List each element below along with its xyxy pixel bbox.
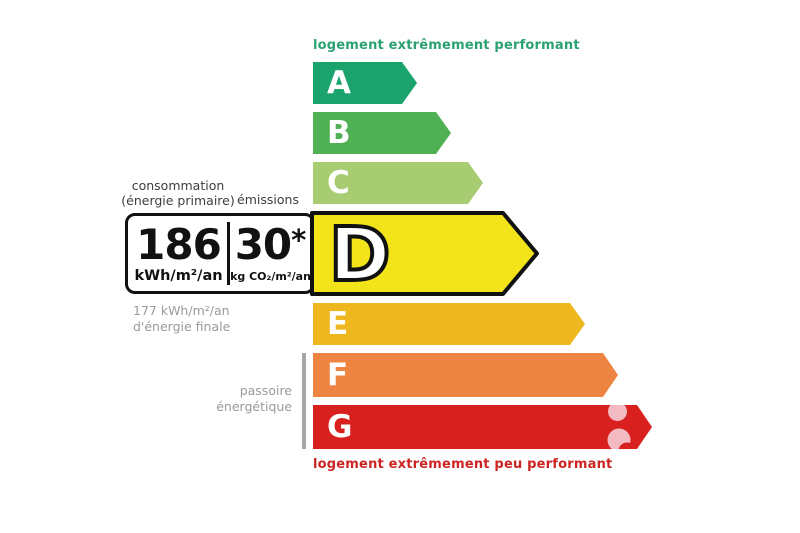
consumption-value-cell: 186 kWh/m²/an [128, 216, 229, 291]
emissions-unit: kg CO₂/m²/an [230, 270, 311, 283]
grade-letter: C [327, 164, 350, 201]
emissions-value-cell: 30* kg CO₂/m²/an [229, 216, 312, 291]
energy-sieve-bracket-line [302, 353, 306, 449]
consumption-label: consommation (énergie primaire) [121, 178, 235, 208]
grade-letter: E [327, 305, 349, 342]
grade-letter: G [327, 408, 353, 445]
emissions-label: émissions [237, 192, 299, 207]
grade-letter: B [327, 114, 351, 151]
energy-sieve-label: passoire énergétique [216, 383, 292, 414]
current-class-arrow-d [310, 211, 539, 296]
energy-class-bar-e: E [313, 303, 585, 345]
consumption-value: 186 [136, 219, 222, 269]
current-grade-letter: D [327, 212, 392, 298]
top-performance-banner: logement extrêmement performant [313, 38, 580, 53]
energy-class-bar-a: A [313, 62, 417, 104]
values-divider [227, 222, 230, 285]
energy-class-bar-f: F [313, 353, 618, 397]
bottom-performance-banner: logement extrêmement peu performant [313, 457, 613, 472]
energy-class-bar-b: B [313, 112, 451, 154]
consumption-unit: kWh/m²/an [134, 267, 223, 284]
watermark-logo-shape [313, 405, 652, 449]
asterisk: * [291, 223, 307, 257]
dpe-values-box: 186 kWh/m²/an 30* kg CO₂/m²/an [125, 213, 315, 294]
energy-class-bar-g: G [313, 405, 652, 449]
grade-letter: A [327, 64, 351, 101]
emissions-value: 30* [234, 220, 307, 269]
grade-letter: F [327, 356, 349, 393]
final-energy-note: 177 kWh/m²/an d'énergie finale [133, 303, 231, 334]
energy-class-bar-c: C [313, 162, 483, 204]
